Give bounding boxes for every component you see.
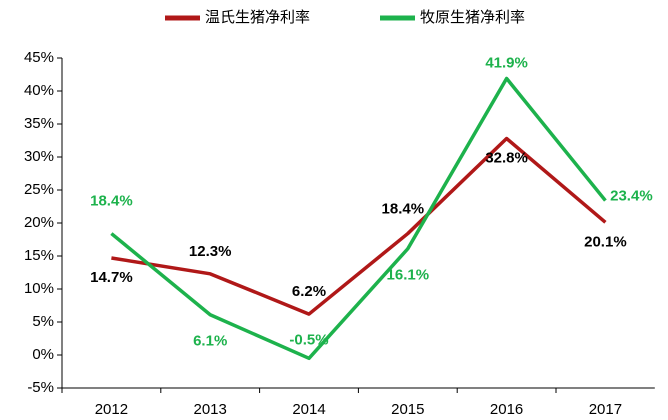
y-tick-label: 35% [24,115,54,132]
data-label: 12.3% [189,243,232,260]
data-label: 23.4% [610,188,653,205]
data-label: 41.9% [485,54,528,71]
data-label: 6.2% [292,283,326,300]
y-tick-label: 5% [32,313,54,330]
x-tick-label: 2014 [292,401,325,418]
y-tick-label: 25% [24,181,54,198]
y-tick-label: 40% [24,82,54,99]
x-tick-label: 2017 [589,401,622,418]
data-label: 18.4% [382,201,425,218]
y-tick-label: 0% [32,346,54,363]
x-tick-label: 2012 [95,401,128,418]
legend-label: 温氏生猪净利率 [205,9,310,26]
line [110,76,607,361]
data-label: 6.1% [193,333,227,350]
data-label: 16.1% [387,267,430,284]
legend-label: 牧原生猪净利率 [420,9,525,26]
y-tick-label: -5% [27,379,54,396]
x-tick-label: 2013 [194,401,227,418]
data-label: -0.5% [289,331,328,348]
data-label: 14.7% [90,269,133,286]
y-tick-label: 20% [24,214,54,231]
y-tick-label: 10% [24,280,54,297]
x-tick-label: 2015 [391,401,424,418]
y-tick-label: 45% [24,49,54,66]
line [111,136,607,316]
data-label: 18.4% [90,193,133,210]
x-tick-label: 2016 [490,401,523,418]
y-tick-label: 30% [24,148,54,165]
data-label: 32.8% [485,149,528,166]
data-label: 20.1% [584,233,627,250]
y-tick-label: 15% [24,247,54,264]
